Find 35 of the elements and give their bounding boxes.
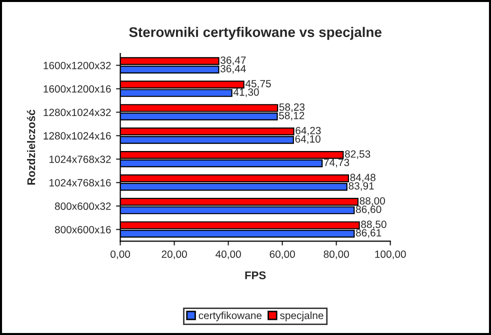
data-label: 74,73 bbox=[324, 158, 350, 168]
x-axis-title: FPS bbox=[245, 271, 266, 280]
y-tick-label: 800x600x32 bbox=[54, 202, 111, 210]
data-label: 36,47 bbox=[220, 56, 246, 66]
x-tick-label: 80,00 bbox=[324, 250, 349, 260]
data-label: 82,53 bbox=[345, 150, 370, 159]
y-tick-label: 1600x1200x32 bbox=[44, 62, 111, 70]
x-tick-label: 40,00 bbox=[216, 250, 241, 260]
y-tick-label: 1024x768x16 bbox=[50, 179, 111, 186]
y-tick-label: 800x600x16 bbox=[54, 226, 111, 234]
data-label: 58,12 bbox=[279, 112, 304, 120]
data-label: 88,50 bbox=[361, 220, 386, 230]
data-label: 83,91 bbox=[348, 182, 374, 191]
x-tick-label: 0,00 bbox=[110, 250, 130, 260]
data-label: 84,48 bbox=[350, 174, 376, 182]
data-label: 45,75 bbox=[245, 80, 271, 89]
data-label: 86,61 bbox=[356, 229, 382, 238]
y-tick-label: 1024x768x32 bbox=[50, 156, 111, 163]
data-label: 88,00 bbox=[360, 197, 385, 206]
chart-title: Sterowniki certyfikowane vs specjalne bbox=[129, 26, 382, 40]
data-label: 64,23 bbox=[296, 126, 321, 136]
x-tick-label: 100,00 bbox=[375, 250, 406, 260]
y-tick-label: 1280x1024x16 bbox=[44, 132, 111, 140]
y-tick-label: 1600x1200x16 bbox=[44, 85, 111, 93]
y-axis-title: Rozdzielczość bbox=[26, 110, 36, 185]
x-tick-label: 20,00 bbox=[162, 250, 187, 260]
data-label: 58,23 bbox=[279, 103, 305, 112]
y-tick-label: 1280x1024x32 bbox=[44, 108, 111, 116]
data-label: 86,60 bbox=[356, 206, 382, 214]
legend-label: specjalne bbox=[280, 311, 324, 322]
legend-label: certyfikowane bbox=[198, 311, 262, 322]
data-label: 64,10 bbox=[295, 135, 320, 144]
data-label: 41,30 bbox=[233, 88, 259, 98]
data-label: 36,44 bbox=[220, 64, 246, 74]
x-tick-label: 60,00 bbox=[270, 250, 295, 260]
